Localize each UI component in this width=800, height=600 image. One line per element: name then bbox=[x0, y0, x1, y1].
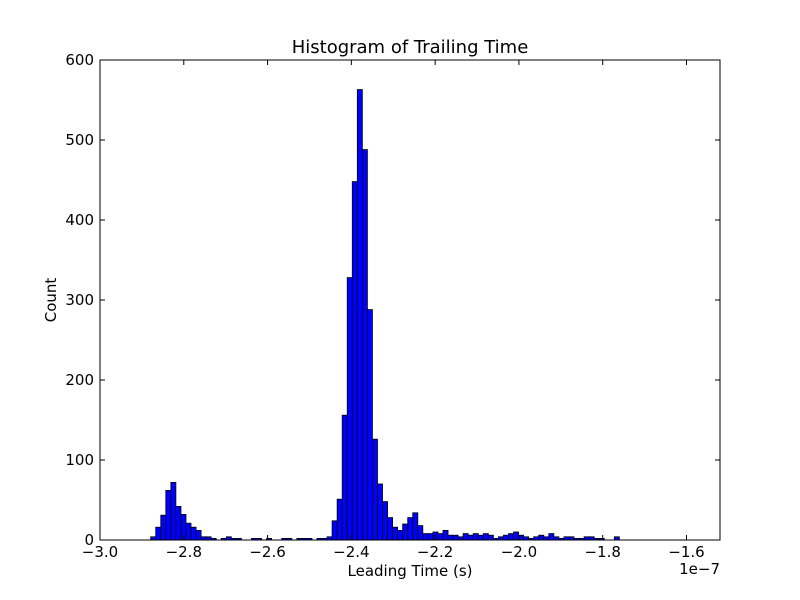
histogram-bar bbox=[452, 534, 459, 541]
histogram-bar bbox=[437, 533, 444, 541]
histogram-bar bbox=[548, 533, 555, 541]
histogram-bar bbox=[513, 531, 519, 541]
histogram-bar bbox=[361, 149, 368, 541]
histogram-bar bbox=[427, 533, 434, 541]
y-tick-label: 0 bbox=[84, 531, 94, 549]
y-tick-label: 100 bbox=[65, 451, 94, 469]
histogram-bar bbox=[195, 530, 202, 541]
y-tick-label: 500 bbox=[65, 131, 94, 149]
histogram-bar bbox=[538, 534, 545, 541]
histogram-bar bbox=[508, 533, 514, 541]
histogram-bar bbox=[392, 526, 399, 541]
histogram-bar bbox=[372, 438, 378, 541]
x-tick-label: −2.0 bbox=[501, 543, 537, 561]
histogram-bar bbox=[487, 534, 494, 541]
x-tick-label: −2.8 bbox=[166, 543, 202, 561]
x-tick-label: −1.6 bbox=[668, 543, 704, 561]
histogram-bar bbox=[402, 523, 409, 541]
histogram-bar bbox=[397, 530, 404, 541]
histogram-bar bbox=[377, 483, 383, 541]
histogram-bar bbox=[341, 414, 348, 541]
x-offset-label: 1e−7 bbox=[679, 560, 720, 578]
histogram-bar bbox=[412, 512, 419, 541]
histogram-bar bbox=[336, 498, 343, 541]
histogram-bar bbox=[382, 501, 388, 541]
histogram-bar bbox=[331, 520, 338, 541]
histogram-bar bbox=[155, 526, 162, 541]
histogram-bar bbox=[366, 309, 373, 541]
histogram-bar bbox=[482, 533, 489, 541]
histogram-bar bbox=[472, 533, 479, 541]
ticks-layer: −3.0 −2.8 −2.6 −2.4 −2.2 −2.0 −1.8 −1.6 0 100 200 3… bbox=[65, 51, 720, 561]
y-tick-label: 600 bbox=[65, 51, 94, 69]
y-axis-label: Count bbox=[42, 278, 60, 323]
histogram-bar bbox=[387, 517, 393, 541]
histogram-bar bbox=[417, 525, 424, 541]
histogram-bar bbox=[477, 534, 484, 541]
histogram-bar bbox=[422, 533, 429, 541]
histogram-bar bbox=[351, 181, 358, 541]
histogram-bar bbox=[407, 517, 414, 541]
histogram-bar bbox=[170, 481, 177, 541]
histogram-bar bbox=[356, 89, 363, 541]
x-tick-label: −2.6 bbox=[249, 543, 285, 561]
histogram-bar bbox=[185, 522, 192, 541]
histogram-bar bbox=[442, 530, 449, 541]
histogram-bar bbox=[165, 489, 172, 541]
x-tick-label: −1.8 bbox=[584, 543, 620, 561]
histogram-bar bbox=[175, 505, 182, 541]
histogram-bar bbox=[346, 277, 353, 541]
histogram-bar bbox=[447, 534, 454, 541]
bars-layer bbox=[150, 89, 620, 541]
histogram-bar bbox=[503, 534, 509, 541]
y-tick-label: 200 bbox=[65, 371, 94, 389]
histogram-bar bbox=[190, 526, 197, 541]
x-axis-label: Leading Time (s) bbox=[348, 562, 473, 580]
x-tick-label: −3.0 bbox=[82, 543, 118, 561]
plot-frame bbox=[99, 59, 721, 541]
y-tick-label: 400 bbox=[65, 211, 94, 229]
x-tick-label: −2.4 bbox=[333, 543, 369, 561]
x-tick-label: −2.2 bbox=[417, 543, 453, 561]
histogram-bar bbox=[160, 514, 167, 541]
histogram-bar bbox=[467, 534, 474, 541]
chart-title: Histogram of Trailing Time bbox=[292, 37, 529, 58]
y-tick-label: 300 bbox=[65, 291, 94, 309]
histogram-bar bbox=[462, 533, 469, 541]
